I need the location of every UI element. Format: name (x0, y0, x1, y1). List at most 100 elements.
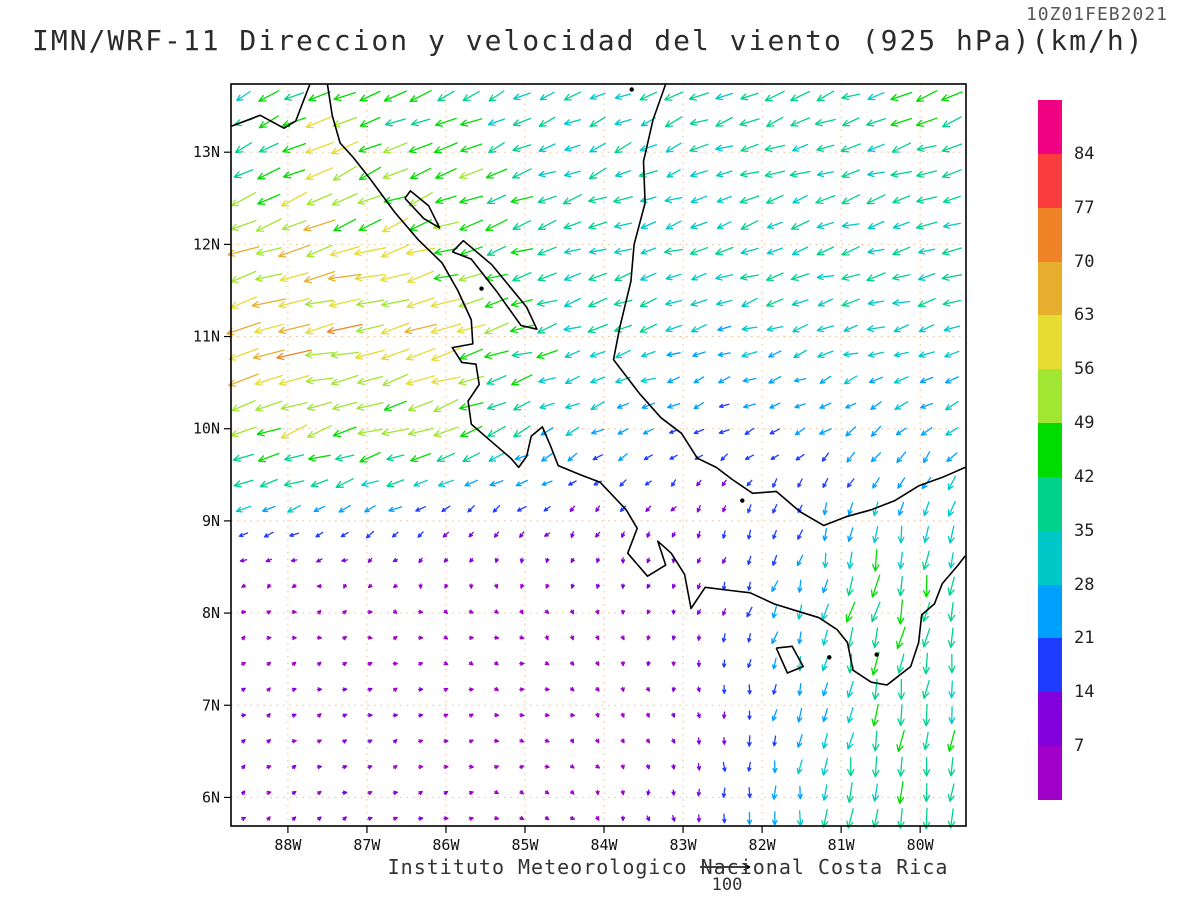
wind-arrow (538, 377, 556, 384)
wind-arrow (342, 790, 348, 795)
wind-arrow (417, 635, 424, 640)
wind-arrow (444, 583, 449, 589)
wind-arrow (544, 738, 550, 743)
wind-arrow (847, 502, 854, 516)
wind-arrow (892, 221, 910, 230)
wind-arrow (358, 218, 382, 232)
wind-arrow (468, 739, 474, 744)
wind-arrow (747, 581, 752, 591)
wind-arrow (404, 323, 437, 335)
wind-arrow (327, 273, 362, 282)
wind-arrow (409, 167, 432, 180)
coastline-pacific-main (326, 83, 966, 686)
wind-arrow (918, 351, 935, 358)
wind-arrow (922, 679, 930, 699)
wind-arrow (279, 272, 309, 283)
map-frame (230, 83, 967, 827)
wind-arrow (614, 272, 632, 282)
wind-arrow (895, 427, 907, 436)
wind-arrow (417, 764, 424, 770)
wind-arrow (870, 574, 881, 598)
wind-arrow (922, 550, 930, 571)
wind-arrow (747, 504, 752, 514)
wind-arrow (620, 815, 626, 822)
wind-arrow (569, 635, 575, 641)
wind-arrow (797, 631, 803, 645)
wind-arrow (367, 662, 373, 667)
wind-arrow (519, 609, 524, 615)
colorbar-segment (1038, 692, 1062, 747)
wind-arrow (746, 811, 753, 825)
wind-arrow (816, 170, 835, 178)
lon-tick-label: 81W (828, 836, 856, 854)
wind-arrow (342, 764, 348, 770)
wind-arrow (381, 299, 410, 308)
wind-arrow (915, 117, 938, 127)
wind-arrow (870, 401, 882, 411)
wind-arrow (696, 530, 701, 539)
wind-arrow (563, 91, 581, 101)
wind-arrow (947, 475, 957, 491)
wind-arrow (722, 684, 727, 694)
wind-arrow (382, 168, 409, 180)
wind-arrow (443, 635, 449, 640)
wind-arrow (433, 142, 458, 154)
wind-arrow (867, 170, 885, 178)
wind-arrow (367, 583, 373, 589)
wind-arrow (923, 451, 931, 464)
wind-arrow (742, 377, 757, 383)
wind-arrow (696, 762, 702, 771)
wind-arrow (486, 194, 507, 205)
wind-arrow (469, 558, 474, 563)
wind-arrow (696, 557, 702, 564)
colorbar-segment (1038, 261, 1062, 316)
wind-arrow (417, 531, 424, 538)
wind-arrow (241, 739, 246, 744)
wind-arrow (922, 652, 930, 675)
wind-arrow (897, 599, 905, 625)
wind-arrow (797, 529, 804, 540)
wind-arrow (494, 609, 499, 614)
wind-arrow (342, 610, 347, 615)
wind-arrow (443, 738, 449, 744)
wind-arrow (282, 142, 307, 154)
wind-arrow (332, 426, 357, 437)
wind-arrow (291, 764, 297, 770)
wind-arrow (544, 609, 550, 614)
wind-arrow (595, 609, 600, 615)
wind-arrow (821, 757, 829, 776)
wind-arrow (843, 351, 859, 358)
wind-arrow (545, 557, 550, 563)
wind-arrow (791, 246, 809, 256)
wind-arrow (392, 738, 398, 744)
wind-arrow (841, 273, 860, 281)
wind-arrow (254, 323, 284, 334)
wind-arrow (790, 220, 810, 230)
lat-tick-label: 6N (202, 788, 220, 806)
wind-arrow (595, 531, 601, 538)
wind-arrow (488, 452, 505, 462)
wind-arrow (822, 528, 828, 542)
wind-arrow (644, 480, 652, 486)
wind-arrow (564, 144, 581, 152)
wind-arrow (544, 712, 550, 718)
wind-arrow (589, 350, 606, 358)
wind-arrow (316, 764, 323, 770)
wind-arrow (241, 662, 246, 667)
wind-arrow (367, 635, 373, 640)
wind-arrow (847, 527, 854, 542)
wind-arrow (367, 609, 373, 615)
wind-arrow (897, 576, 905, 597)
colorbar-label: 63 (1074, 305, 1095, 326)
wind-arrow (870, 452, 882, 463)
wind-arrow (671, 635, 676, 641)
wind-arrow (564, 350, 581, 359)
wind-arrow (595, 789, 600, 796)
wind-arrow (872, 526, 879, 544)
wind-arrow (945, 427, 959, 436)
wind-arrow (821, 808, 829, 828)
wind-arrow (916, 196, 938, 204)
wind-arrow (747, 633, 752, 643)
wind-arrow (563, 325, 582, 333)
wind-arrow (519, 687, 525, 692)
